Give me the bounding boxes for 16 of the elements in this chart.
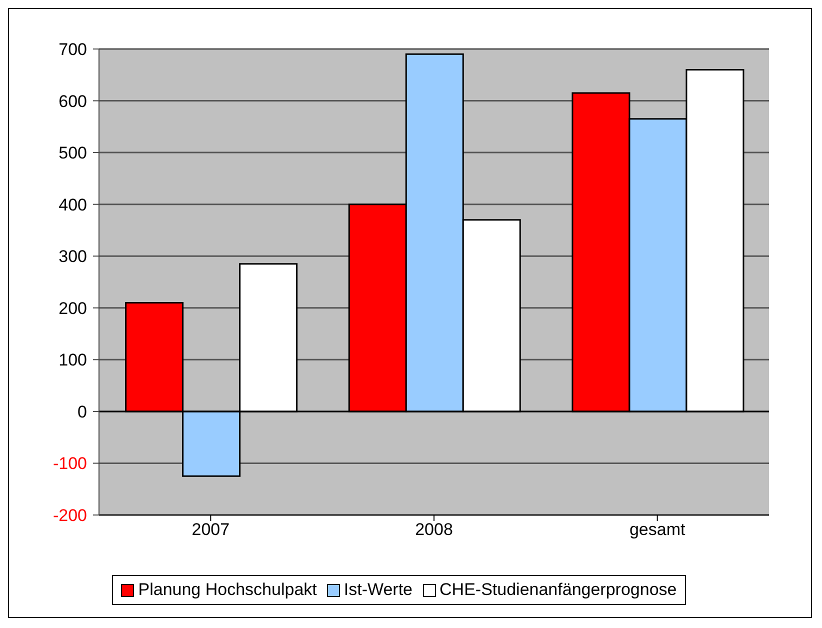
y-tick-label: 600 — [58, 92, 87, 111]
y-tick-label: 400 — [58, 195, 87, 214]
y-tick-label: 300 — [58, 247, 87, 266]
y-tick-label: -200 — [52, 506, 87, 525]
x-tick-label: gesamt — [629, 520, 686, 540]
y-tick-label: 200 — [58, 298, 87, 318]
x-tick-label: 2007 — [192, 520, 230, 540]
y-tick-label: -100 — [52, 454, 87, 474]
legend-label: Ist-Werte — [342, 580, 413, 600]
legend-label: Planung Hochschulpakt — [137, 580, 317, 600]
y-tick-label: 100 — [58, 350, 87, 370]
y-tick-label: 700 — [58, 40, 87, 59]
legend-label: CHE-Studienanfängerprognose — [438, 580, 677, 600]
y-tick-label: 0 — [78, 402, 87, 422]
y-tick-label: 500 — [58, 144, 87, 163]
x-tick-label: 2008 — [415, 520, 453, 540]
